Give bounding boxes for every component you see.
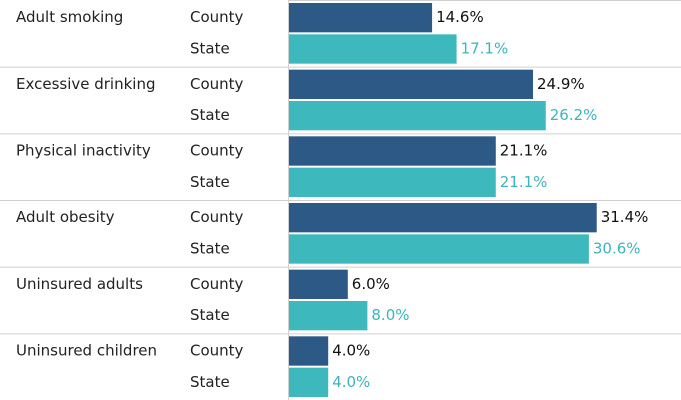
- series-label: County: [190, 142, 244, 160]
- bar: [289, 136, 496, 166]
- bar: [289, 101, 546, 131]
- bar: [289, 69, 534, 99]
- value-label: 30.6%: [593, 240, 641, 258]
- value-label: 6.0%: [352, 275, 390, 293]
- series-label: State: [190, 173, 230, 191]
- value-label: 4.0%: [332, 342, 370, 360]
- series-label: County: [190, 342, 244, 360]
- series-label: County: [190, 208, 244, 226]
- value-label: 8.0%: [371, 306, 409, 324]
- bar: [289, 301, 368, 331]
- value-label: 21.1%: [500, 142, 548, 160]
- series-label: State: [190, 373, 230, 391]
- bar: [289, 3, 433, 33]
- value-label: 14.6%: [436, 8, 484, 26]
- bar: [289, 34, 457, 64]
- series-label: State: [190, 106, 230, 124]
- bar: [289, 203, 597, 233]
- bar: [289, 269, 348, 299]
- value-label: 21.1%: [500, 173, 548, 191]
- series-label: County: [190, 8, 244, 26]
- value-label: 17.1%: [461, 40, 509, 58]
- bar: [289, 336, 329, 366]
- series-label: State: [190, 40, 230, 58]
- category-label: Excessive drinking: [16, 75, 155, 93]
- bar: [289, 234, 589, 264]
- value-label: 4.0%: [332, 373, 370, 391]
- value-label: 24.9%: [537, 75, 585, 93]
- category-label: Adult smoking: [16, 8, 123, 26]
- value-label: 26.2%: [550, 106, 598, 124]
- value-label: 31.4%: [601, 208, 649, 226]
- category-label: Uninsured children: [16, 342, 157, 360]
- bar: [289, 367, 329, 397]
- category-label: Uninsured adults: [16, 275, 143, 293]
- series-label: County: [190, 275, 244, 293]
- series-label: State: [190, 306, 230, 324]
- bar: [289, 167, 496, 197]
- category-label: Physical inactivity: [16, 142, 151, 160]
- series-label: County: [190, 75, 244, 93]
- series-label: State: [190, 240, 230, 258]
- category-label: Adult obesity: [16, 208, 115, 226]
